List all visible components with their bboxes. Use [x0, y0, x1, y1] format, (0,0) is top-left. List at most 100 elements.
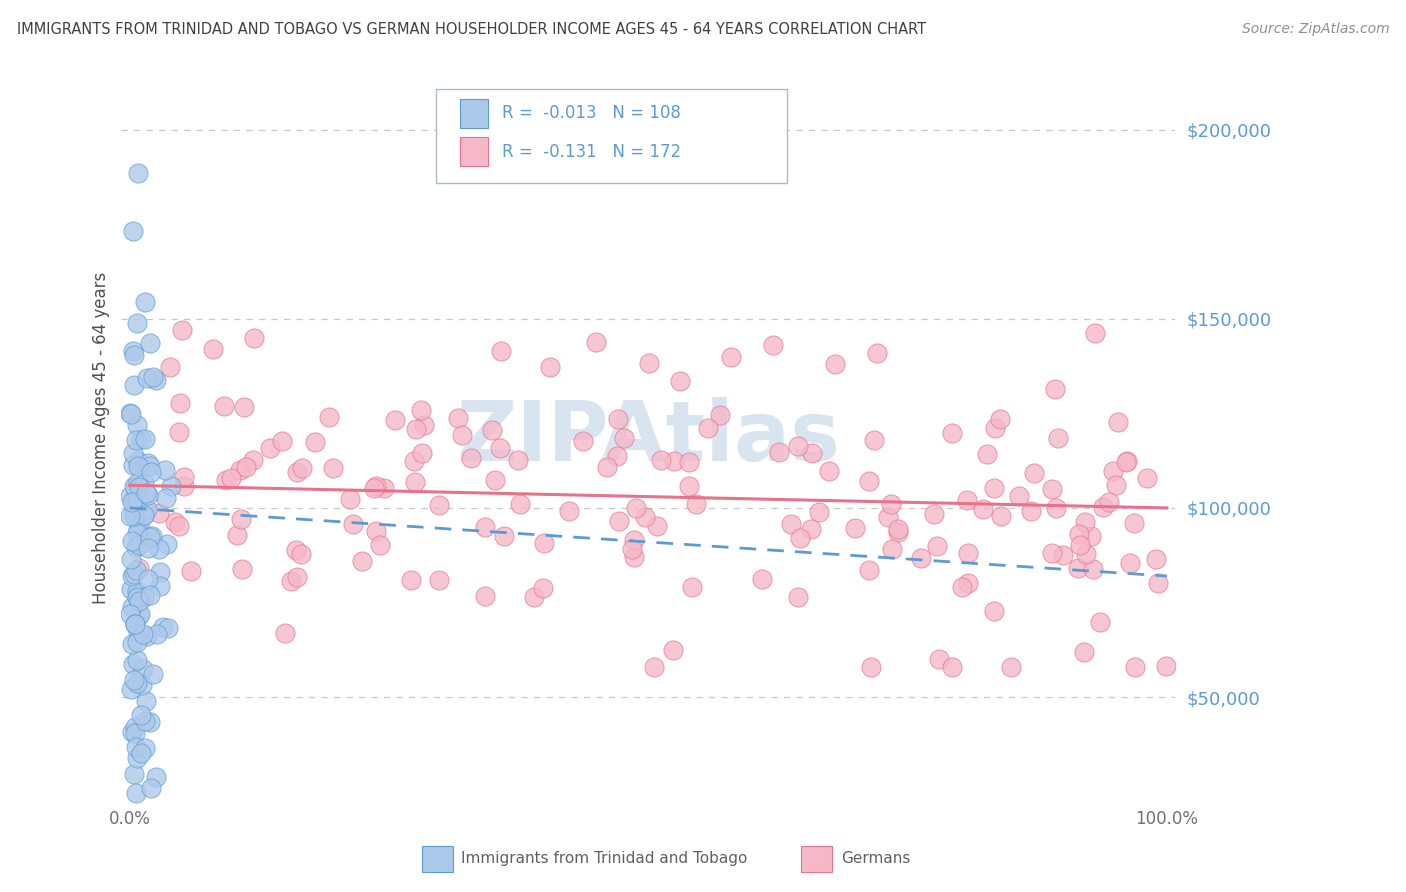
Point	[122, 491, 145, 505]
Point	[120, 407, 142, 421]
Point	[124, 616, 146, 631]
Point	[125, 750, 148, 764]
Point	[142, 370, 165, 384]
Point	[132, 508, 155, 522]
Point	[976, 447, 998, 461]
Point	[373, 481, 395, 495]
Point	[1040, 546, 1063, 560]
Point	[606, 449, 628, 463]
Point	[1136, 470, 1159, 484]
Point	[1066, 561, 1088, 575]
Point	[125, 591, 148, 605]
Point	[235, 460, 257, 475]
Point	[509, 497, 531, 511]
Point	[427, 573, 450, 587]
Point	[127, 591, 149, 605]
Point	[127, 418, 149, 433]
Point	[163, 515, 186, 529]
Point	[621, 542, 644, 557]
Point	[709, 409, 731, 423]
Point	[363, 481, 385, 495]
Point	[169, 396, 191, 410]
Point	[148, 506, 170, 520]
Point	[1115, 455, 1137, 469]
Point	[1045, 501, 1067, 516]
Point	[127, 475, 149, 490]
Point	[860, 660, 883, 674]
Point	[124, 720, 146, 734]
Point	[768, 445, 790, 459]
Point	[1083, 562, 1105, 576]
Point	[1080, 529, 1102, 543]
Point	[127, 635, 149, 649]
Point	[863, 433, 886, 447]
Point	[132, 627, 155, 641]
Point	[132, 475, 155, 490]
Point	[1104, 477, 1126, 491]
Point	[146, 627, 169, 641]
Point	[141, 528, 163, 542]
Point	[858, 563, 880, 577]
Point	[880, 497, 903, 511]
Text: IMMIGRANTS FROM TRINIDAD AND TOBAGO VS GERMAN HOUSEHOLDER INCOME AGES 45 - 64 YE: IMMIGRANTS FROM TRINIDAD AND TOBAGO VS G…	[17, 22, 927, 37]
Point	[451, 428, 474, 442]
Point	[844, 520, 866, 534]
Point	[121, 224, 143, 238]
Point	[523, 590, 546, 604]
Point	[285, 570, 308, 584]
Point	[125, 786, 148, 800]
Point	[136, 572, 159, 586]
Point	[173, 479, 195, 493]
Point	[125, 433, 148, 447]
Point	[925, 539, 948, 553]
Point	[135, 502, 157, 516]
Point	[1123, 516, 1146, 531]
Point	[122, 566, 145, 581]
Point	[139, 530, 162, 544]
Point	[558, 503, 581, 517]
Point	[405, 422, 427, 436]
Point	[167, 518, 190, 533]
Point	[1076, 547, 1098, 561]
Point	[531, 581, 554, 595]
Point	[242, 453, 264, 467]
Point	[156, 537, 179, 551]
Point	[404, 475, 426, 490]
Point	[118, 607, 141, 621]
Point	[157, 621, 180, 635]
Point	[818, 464, 841, 478]
Point	[697, 420, 720, 434]
Point	[135, 486, 157, 500]
Point	[125, 316, 148, 330]
Point	[865, 346, 887, 360]
Point	[787, 439, 810, 453]
Point	[1000, 660, 1022, 674]
Point	[488, 441, 510, 455]
Point	[127, 524, 149, 538]
Point	[271, 434, 294, 449]
Point	[956, 546, 979, 560]
Point	[127, 583, 149, 598]
Point	[135, 694, 157, 708]
Point	[887, 525, 910, 540]
Point	[121, 534, 143, 549]
Point	[572, 434, 595, 448]
Point	[226, 528, 249, 542]
Point	[1073, 645, 1095, 659]
Point	[624, 500, 647, 515]
Point	[988, 412, 1011, 426]
Point	[129, 432, 152, 446]
Point	[121, 569, 143, 583]
Point	[1040, 482, 1063, 496]
Point	[124, 501, 146, 516]
Point	[131, 677, 153, 691]
Point	[880, 541, 903, 556]
Point	[153, 463, 176, 477]
Point	[138, 588, 160, 602]
Point	[145, 770, 167, 784]
Point	[1125, 660, 1147, 674]
Point	[132, 590, 155, 604]
Point	[877, 510, 900, 524]
Point	[136, 456, 159, 470]
Point	[232, 401, 254, 415]
